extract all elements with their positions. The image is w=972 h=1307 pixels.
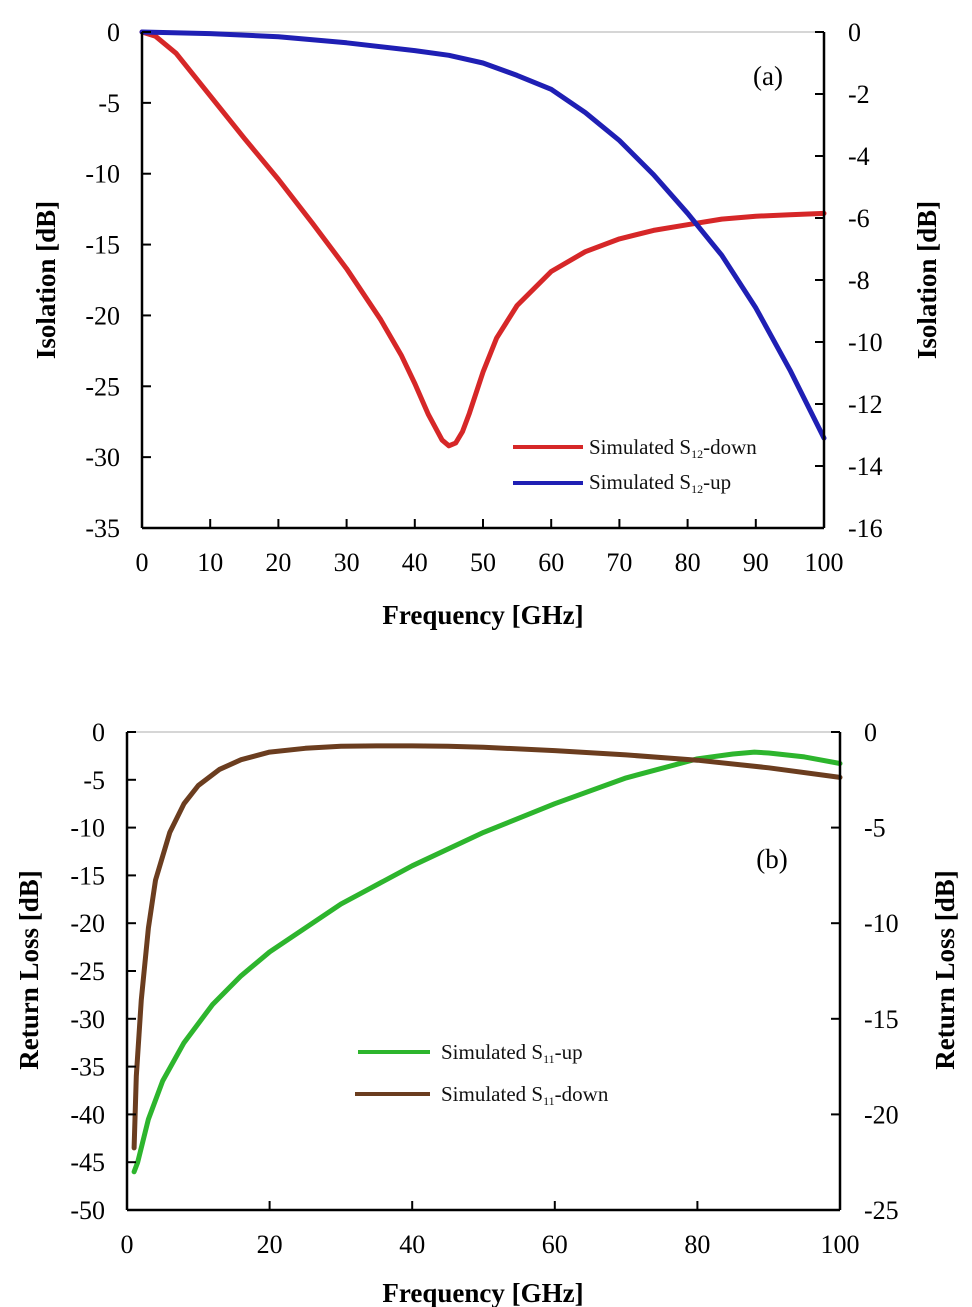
y-axis-label-right: Return Loss [dB]: [930, 870, 960, 1070]
y-tick-label: -30: [85, 443, 120, 472]
legend-label-s11-up: Simulated S11-up: [441, 1040, 583, 1066]
y-right-tick-label: -15: [864, 1005, 899, 1034]
y-right-tick-label: -10: [848, 328, 883, 357]
y-tick-label: -35: [70, 1053, 105, 1082]
legend-label-s11-down: Simulated S11-down: [441, 1082, 609, 1108]
panel-label: (b): [756, 844, 787, 874]
y-tick-label: -45: [70, 1148, 105, 1177]
y-right-tick-label: -6: [848, 204, 870, 233]
y-right-tick-label: -10: [864, 909, 899, 938]
y-axis-label: Return Loss [dB]: [14, 870, 44, 1070]
x-tick-label: 100: [805, 548, 844, 577]
series-line-simulated-s11-down: [131, 743, 843, 1151]
y-right-tick-label: -8: [848, 266, 870, 295]
y-axis-label-right: Isolation [dB]: [912, 201, 942, 359]
ticks-group: 0 10 20 30 40 50 60 70 80 90 1000-5-10-15-20-25-30…: [85, 18, 882, 577]
y-tick-label: -10: [70, 814, 105, 843]
y-right-tick-label: -16: [848, 514, 883, 543]
y-right-tick-label: -4: [848, 142, 870, 171]
y-tick-label: -25: [85, 372, 120, 401]
y-right-tick-label: -2: [848, 80, 870, 109]
x-tick-label: 0: [121, 1230, 134, 1259]
x-tick-label: 70: [606, 548, 632, 577]
y-right-tick-label: -12: [848, 390, 883, 419]
y-tick-label: -50: [70, 1196, 105, 1225]
ticks-group: 0 20 40 60 80 100 0 -5 -10 -15 -20 -25 -30 -35 -40 -45 -…: [70, 718, 898, 1259]
x-tick-label: 90: [743, 548, 769, 577]
x-tick-label: 30: [334, 548, 360, 577]
x-tick-label: 50: [470, 548, 496, 577]
y-tick-label: -40: [70, 1100, 105, 1129]
y-tick-label: -15: [85, 231, 120, 260]
y-right-tick-label: -25: [864, 1196, 899, 1225]
legend-label-s12-up: Simulated S12-up: [589, 470, 731, 496]
series-group: [131, 743, 843, 1175]
y-tick-label: -5: [98, 89, 120, 118]
panel-label: (a): [753, 61, 783, 91]
x-tick-label: 40: [402, 548, 428, 577]
x-tick-label: 0: [136, 548, 149, 577]
y-tick-label: -20: [85, 301, 120, 330]
x-tick-label: 100: [821, 1230, 860, 1259]
y-tick-label: -20: [70, 909, 105, 938]
y-tick-label: 0: [107, 18, 120, 47]
y-right-tick-label: 0: [864, 718, 877, 747]
y-tick-label: -5: [83, 766, 105, 795]
x-tick-label: 20: [257, 1230, 283, 1259]
y-right-tick-label: -5: [864, 814, 886, 843]
legend-label-s12-down: Simulated S12-down: [589, 435, 757, 461]
x-tick-label: 80: [684, 1230, 710, 1259]
y-tick-label: -35: [85, 514, 120, 543]
series-line-simulated-s12-down: [139, 29, 827, 449]
legend: Simulated S12-down Simulated S12-up: [513, 435, 757, 496]
x-axis-label: Frequency [GHz]: [382, 1278, 583, 1307]
y-tick-label: 0: [92, 718, 105, 747]
y-tick-label: -30: [70, 1005, 105, 1034]
x-tick-label: 10: [197, 548, 223, 577]
y-axis-label: Isolation [dB]: [31, 201, 61, 359]
y-tick-label: -15: [70, 861, 105, 890]
series-group: [139, 29, 827, 449]
legend: Simulated S11-up Simulated S11-down: [355, 1040, 609, 1108]
x-axis-label: Frequency [GHz]: [382, 600, 583, 630]
x-tick-label: 60: [542, 1230, 568, 1259]
y-tick-label: -10: [85, 160, 120, 189]
x-tick-label: 80: [675, 548, 701, 577]
y-right-tick-label: 0: [848, 18, 861, 47]
y-tick-label: -25: [70, 957, 105, 986]
y-right-tick-label: -20: [864, 1100, 899, 1129]
x-tick-label: 60: [538, 548, 564, 577]
x-tick-label: 40: [399, 1230, 425, 1259]
x-tick-label: 20: [265, 548, 291, 577]
series-line-simulated-s11-up: [131, 749, 843, 1175]
chart-return-loss: 0 20 40 60 80 100 0 -5 -10 -15 -20 -25 -30 -35 -40 -45 -…: [14, 718, 960, 1307]
series-line-simulated-s12-up: [139, 29, 827, 441]
chart-isolation: 0 10 20 30 40 50 60 70 80 90 1000-5-10-15-20-25-30…: [31, 18, 942, 630]
y-right-tick-label: -14: [848, 452, 883, 481]
